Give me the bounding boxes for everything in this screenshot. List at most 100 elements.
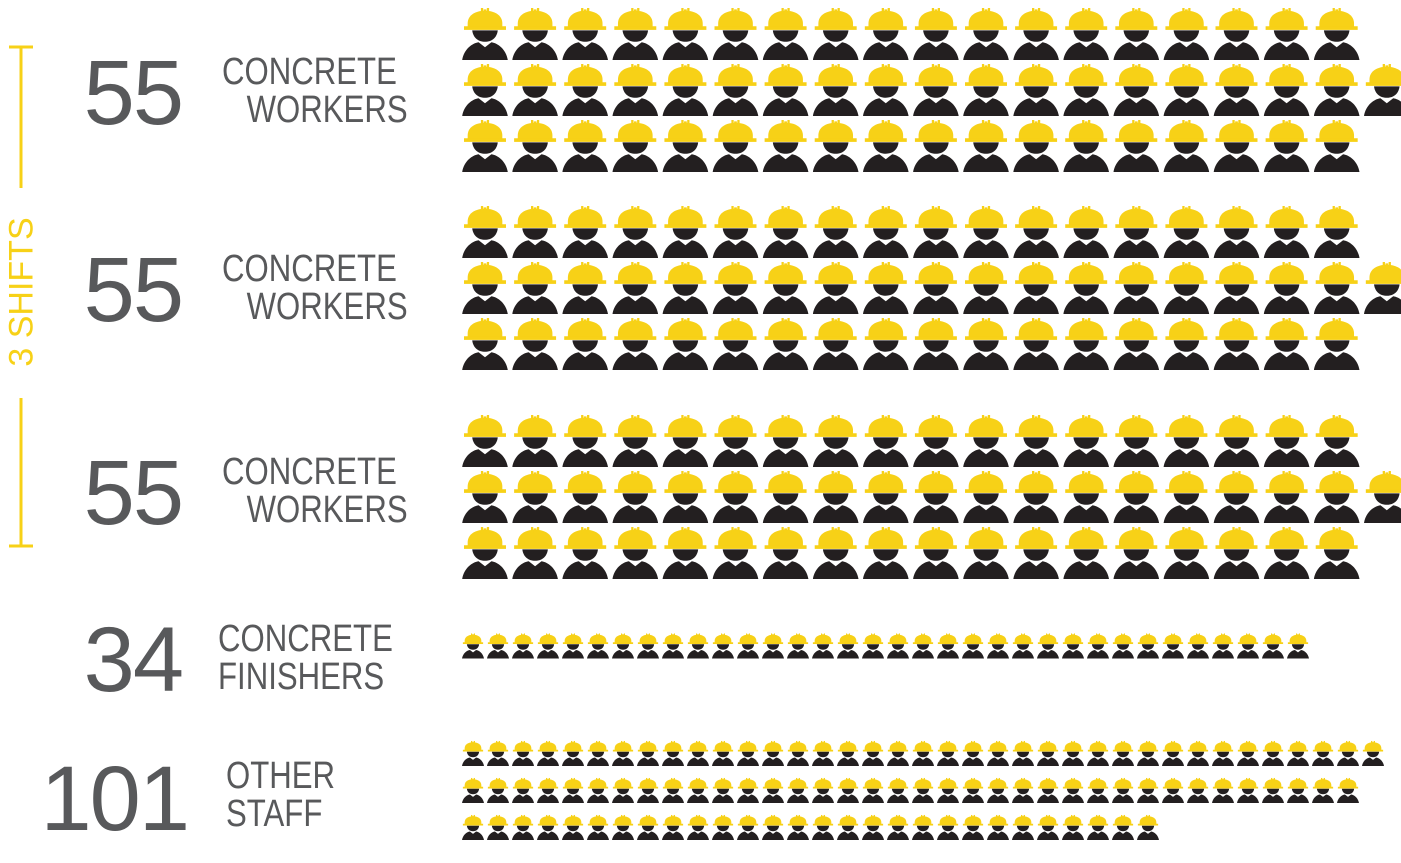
worker-icon	[1162, 777, 1184, 804]
worker-icon	[512, 120, 558, 172]
worker-icon	[612, 120, 659, 172]
worker-icon	[1163, 8, 1210, 60]
worker-icon	[562, 120, 609, 172]
worker-icon	[1313, 262, 1360, 314]
worker-icon	[762, 64, 809, 116]
worker-icon	[812, 262, 859, 314]
worker-icon	[1213, 120, 1260, 172]
worker-icon	[762, 318, 809, 370]
category-label-line1: CONCRETE	[222, 248, 397, 290]
worker-icon	[587, 777, 609, 804]
worker-icon	[962, 740, 984, 767]
worker-icon	[913, 64, 959, 116]
worker-icon	[1262, 740, 1284, 767]
worker-icon	[963, 527, 1009, 579]
worker-icon	[612, 633, 634, 659]
worker-icon	[612, 262, 659, 314]
worker-icon	[662, 471, 709, 523]
worker-icon	[1063, 120, 1110, 172]
worker-icon	[1013, 64, 1059, 116]
category-label-line2: STAFF	[226, 793, 323, 835]
worker-icon	[1113, 471, 1160, 523]
worker-icon	[1313, 415, 1360, 467]
worker-icon	[762, 415, 809, 467]
worker-icon	[1213, 527, 1260, 579]
worker-icon	[1112, 633, 1134, 659]
worker-icon	[1313, 206, 1360, 258]
worker-icon	[737, 740, 759, 767]
worker-icon	[462, 120, 508, 172]
worker-icon	[762, 471, 809, 523]
worker-icon	[1163, 120, 1210, 172]
row-label-5: 101 OTHER STAFF	[0, 753, 450, 863]
worker-icon	[612, 206, 659, 258]
worker-icon	[612, 64, 659, 116]
worker-icon	[1113, 206, 1160, 258]
worker-icon	[1013, 8, 1059, 60]
row-label-2: 55 CONCRETE WORKERS	[0, 244, 450, 354]
worker-icon	[1313, 318, 1360, 370]
worker-icon	[662, 777, 684, 804]
worker-icon	[762, 262, 809, 314]
row-label-4: 34 CONCRETE FINISHERS	[0, 614, 450, 724]
worker-icon	[1213, 64, 1260, 116]
worker-icon	[762, 740, 784, 767]
worker-icon	[562, 777, 584, 804]
worker-icon	[462, 64, 508, 116]
worker-icon	[1187, 777, 1209, 804]
category-label-line1: OTHER	[226, 755, 336, 797]
worker-icon	[662, 527, 709, 579]
worker-group-4	[462, 633, 1309, 659]
row-label-3: 55 CONCRETE WORKERS	[0, 447, 450, 557]
worker-icon	[963, 471, 1009, 523]
worker-icon	[1113, 415, 1160, 467]
worker-icon	[462, 206, 508, 258]
worker-icon	[662, 740, 684, 767]
worker-icon	[487, 777, 509, 804]
worker-icon	[462, 740, 484, 767]
worker-icon	[787, 740, 809, 767]
worker-icon	[612, 527, 659, 579]
worker-icon	[862, 8, 909, 60]
worker-icon	[913, 415, 959, 467]
worker-icon	[913, 471, 959, 523]
worker-icon	[612, 415, 659, 467]
worker-icon	[837, 814, 859, 841]
worker-icon	[1263, 318, 1310, 370]
worker-icon	[812, 471, 859, 523]
category-label: OTHER STAFF	[226, 757, 335, 833]
worker-icon	[512, 262, 558, 314]
worker-icon	[512, 527, 558, 579]
worker-icon	[962, 814, 984, 841]
worker-icon	[1063, 415, 1110, 467]
worker-icon	[963, 206, 1009, 258]
worker-icon	[1162, 740, 1184, 767]
category-label-line2: WORKERS	[246, 286, 408, 328]
worker-icon	[812, 206, 859, 258]
worker-icon	[837, 633, 859, 659]
worker-icon	[662, 120, 709, 172]
worker-icon	[1087, 814, 1109, 841]
worker-icon	[1287, 777, 1309, 804]
worker-icon	[462, 527, 508, 579]
worker-icon	[762, 8, 809, 60]
worker-icon	[787, 814, 809, 841]
worker-icon	[1287, 633, 1309, 659]
worker-icon	[662, 814, 684, 841]
worker-icon	[1312, 740, 1334, 767]
worker-icon	[862, 633, 884, 659]
category-label-line2: WORKERS	[246, 489, 408, 531]
worker-icon	[512, 633, 534, 659]
worker-icon	[937, 777, 959, 804]
worker-icon	[462, 471, 508, 523]
worker-icon	[812, 633, 834, 659]
worker-icon	[1112, 814, 1134, 841]
category-label-line2: FINISHERS	[218, 656, 385, 698]
worker-icon	[762, 633, 784, 659]
worker-icon	[662, 415, 709, 467]
worker-icon	[837, 777, 859, 804]
category-label: CONCRETE WORKERS	[222, 53, 408, 129]
worker-icon	[862, 318, 909, 370]
worker-icon	[1013, 415, 1059, 467]
worker-icon	[587, 633, 609, 659]
